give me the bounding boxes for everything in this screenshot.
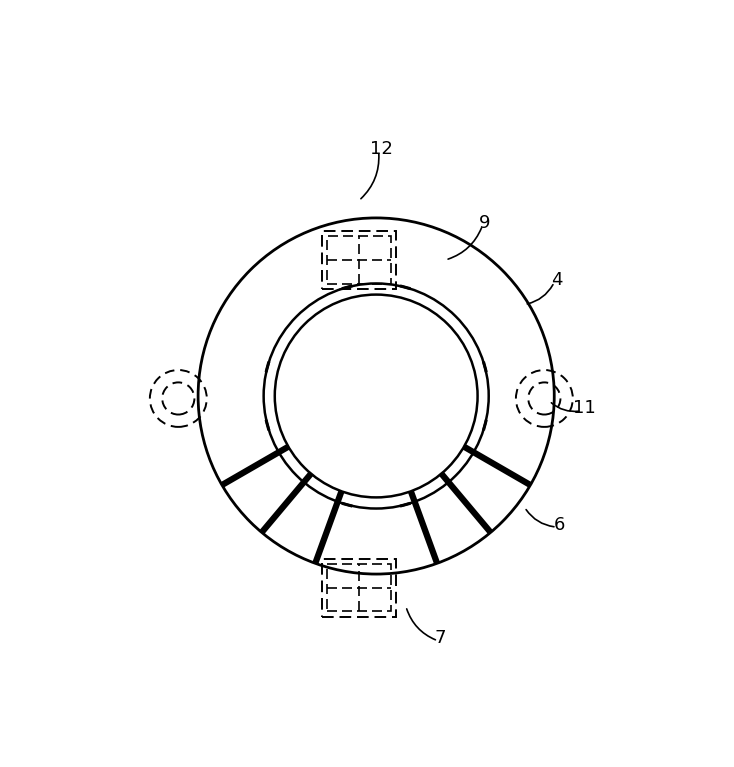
- Bar: [321, 558, 396, 617]
- Text: 6: 6: [553, 515, 565, 534]
- Text: 11: 11: [573, 400, 595, 417]
- Text: 4: 4: [551, 271, 562, 288]
- Text: 12: 12: [370, 140, 393, 158]
- Bar: [327, 564, 390, 611]
- Bar: [327, 236, 390, 284]
- Circle shape: [275, 295, 478, 497]
- Bar: [321, 231, 396, 289]
- Text: 9: 9: [479, 214, 491, 232]
- Circle shape: [198, 218, 554, 574]
- Text: 7: 7: [435, 630, 446, 647]
